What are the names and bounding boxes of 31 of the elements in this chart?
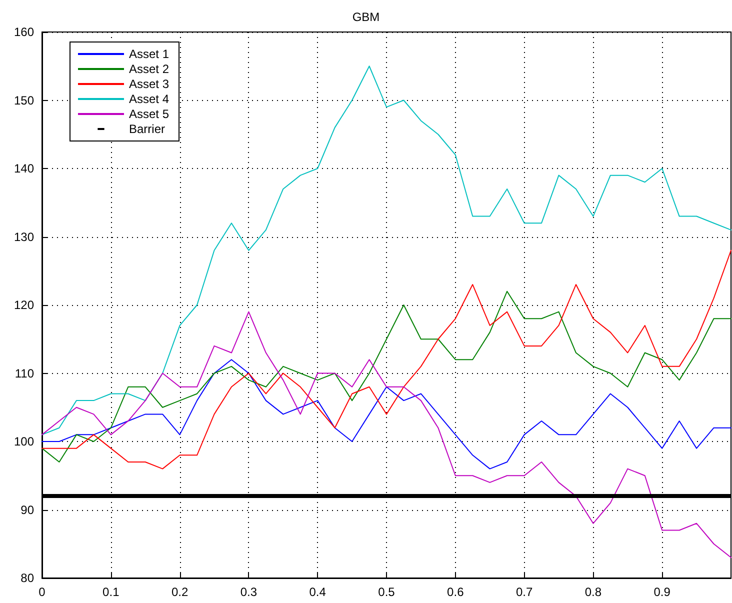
- x-tick-label: 0.4: [309, 585, 326, 599]
- legend-label: Asset 4: [129, 92, 170, 106]
- y-tick-label: 150: [14, 93, 34, 108]
- y-tick-label: 120: [14, 298, 34, 312]
- line-series: [42, 359, 732, 470]
- legend-label: Asset 2: [129, 62, 170, 76]
- x-tick-label: 0.6: [447, 585, 464, 599]
- y-tick-label: 110: [14, 366, 34, 380]
- legend-label: Asset 1: [129, 47, 170, 61]
- legend-label: Asset 3: [129, 77, 170, 91]
- x-tick-label: 0.1: [102, 585, 120, 599]
- x-tick-label: 0.2: [171, 585, 188, 599]
- x-tick-label: 0.8: [584, 585, 602, 599]
- y-tick-label: 140: [14, 162, 34, 176]
- x-tick-label: 0: [38, 585, 46, 599]
- x-tick-label: 0.9: [654, 585, 671, 599]
- chart-title: GBM: [352, 10, 380, 24]
- x-tick-label: 0.3: [240, 585, 258, 599]
- line-series: [42, 250, 732, 470]
- y-tick-label: 90: [20, 502, 34, 517]
- y-tick-label: 80: [20, 571, 34, 585]
- x-tick-label: 0.5: [378, 585, 396, 599]
- line-series: [42, 66, 732, 436]
- y-tick-label: 160: [14, 25, 34, 39]
- x-tick-label: 0.7: [516, 585, 533, 599]
- legend-label: Asset 5: [129, 107, 170, 121]
- line-series: [42, 311, 732, 558]
- line-series: [42, 290, 732, 462]
- y-tick-label: 130: [14, 230, 34, 244]
- legend-label: Barrier: [129, 122, 166, 136]
- y-tick-label: 100: [14, 434, 34, 448]
